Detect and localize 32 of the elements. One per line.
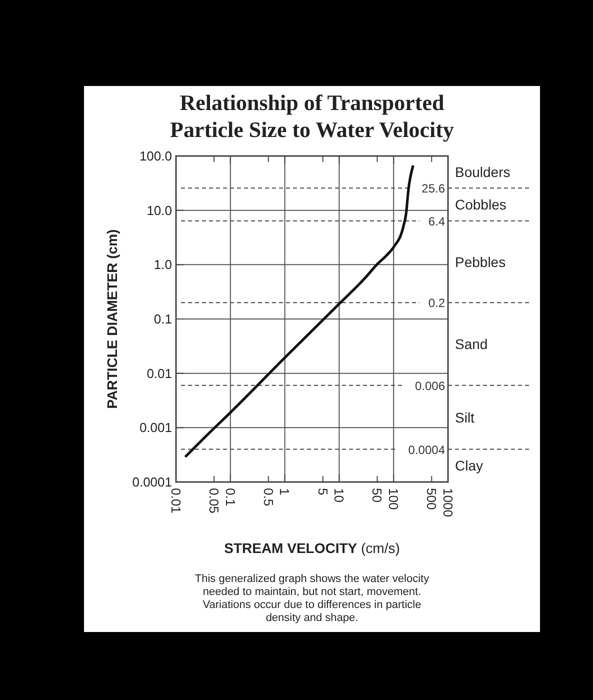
x-tick-label: 10 xyxy=(332,488,347,502)
x-tick-label: 0.5 xyxy=(260,488,276,506)
x-tick-label: 1 xyxy=(277,488,292,496)
y-tick-label: 1.0 xyxy=(154,257,172,272)
y-tick-label: 0.001 xyxy=(139,420,172,436)
x-tick-label: 1000 xyxy=(440,488,456,517)
x-tick-label: 0.05 xyxy=(206,488,222,514)
ref-line-label: 0.0004 xyxy=(408,442,446,457)
text: This generalized graph shows the water velocity needed to maintain, but not start, movement. Variations occur due to differences in particle density and shape. xyxy=(194,573,430,624)
x-tick-label: 5 xyxy=(315,488,330,496)
text: Boulders xyxy=(455,164,510,180)
x-tick-label: 100 xyxy=(386,488,402,510)
text: Pebbles xyxy=(455,254,506,270)
chart-title: Relationship of Transported Particle Size to Water Velocity xyxy=(170,90,454,142)
x-tick-label: 50 xyxy=(370,488,385,502)
y-tick-label: 100.0 xyxy=(139,148,172,164)
x-tick-label: 0.1 xyxy=(222,488,238,506)
x-axis-title: STREAM VELOCITY (cm/s) xyxy=(224,540,400,556)
ref-line-label: 0.006 xyxy=(414,378,446,393)
text: Sand xyxy=(455,336,488,352)
y-axis-title: PARTICLE DIAMETER (cm) xyxy=(104,229,120,409)
x-tick-label: 500 xyxy=(424,488,440,510)
y-tick-label: 0.0001 xyxy=(132,474,172,490)
y-tick-label: 10.0 xyxy=(146,202,172,218)
text: Clay xyxy=(455,458,484,474)
ref-line-label: 25.6 xyxy=(422,182,446,196)
ref-line-label: 6.4 xyxy=(428,214,446,228)
y-tick-label: 0.1 xyxy=(154,312,172,326)
y-tick-label: 0.01 xyxy=(146,366,172,381)
ref-line-label: 0.2 xyxy=(428,296,446,310)
text: Cobbles xyxy=(455,196,506,213)
text: Silt xyxy=(455,409,475,426)
